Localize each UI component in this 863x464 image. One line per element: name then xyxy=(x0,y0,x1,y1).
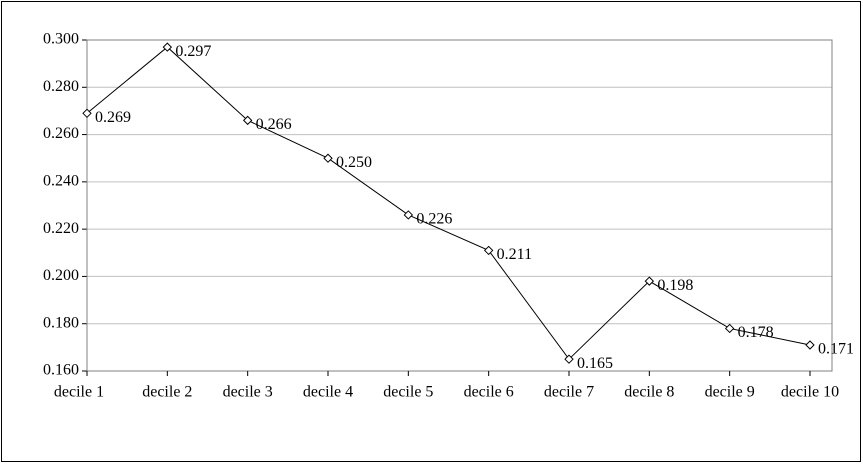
x-tick-label: decile 7 xyxy=(544,384,594,401)
y-tick-label: 0.220 xyxy=(43,220,79,237)
x-tick-label: decile 9 xyxy=(705,384,755,401)
data-label: 0.211 xyxy=(497,246,532,263)
y-tick-label: 0.160 xyxy=(43,362,79,379)
data-label: 0.171 xyxy=(818,341,854,358)
x-tick-label: decile 3 xyxy=(223,384,273,401)
data-point xyxy=(323,153,333,163)
x-tick-label: decile 4 xyxy=(303,384,353,401)
data-point xyxy=(805,340,815,350)
data-point xyxy=(564,354,574,364)
x-tick-label: decile 2 xyxy=(142,384,192,401)
y-tick-label: 0.300 xyxy=(43,31,79,48)
y-tick-label: 0.240 xyxy=(43,173,79,190)
data-point xyxy=(162,42,173,52)
data-line xyxy=(86,46,811,360)
data-label: 0.250 xyxy=(336,154,372,171)
y-tick-label: 0.180 xyxy=(43,314,79,331)
data-label: 0.198 xyxy=(657,277,693,294)
x-tick-label: decile 10 xyxy=(781,384,839,401)
x-tick-label: decile 6 xyxy=(464,384,514,401)
x-tick-label: decile 1 xyxy=(54,384,104,401)
y-tick-label: 0.200 xyxy=(43,267,79,284)
data-point xyxy=(242,115,253,126)
data-label: 0.266 xyxy=(256,116,292,133)
data-point xyxy=(483,245,494,256)
data-label: 0.165 xyxy=(577,355,613,372)
plot-border xyxy=(86,39,833,372)
data-point xyxy=(403,210,414,220)
data-point xyxy=(644,276,655,286)
y-tick-label: 0.260 xyxy=(43,125,79,142)
data-label: 0.269 xyxy=(95,109,131,126)
data-label: 0.226 xyxy=(416,211,452,228)
x-tick-label: decile 8 xyxy=(624,384,674,401)
data-label: 0.297 xyxy=(175,43,211,60)
data-label: 0.178 xyxy=(738,324,774,341)
y-tick-label: 0.280 xyxy=(43,78,79,95)
x-tick-label: decile 5 xyxy=(383,384,433,401)
data-point xyxy=(82,108,92,119)
data-point xyxy=(724,323,735,334)
